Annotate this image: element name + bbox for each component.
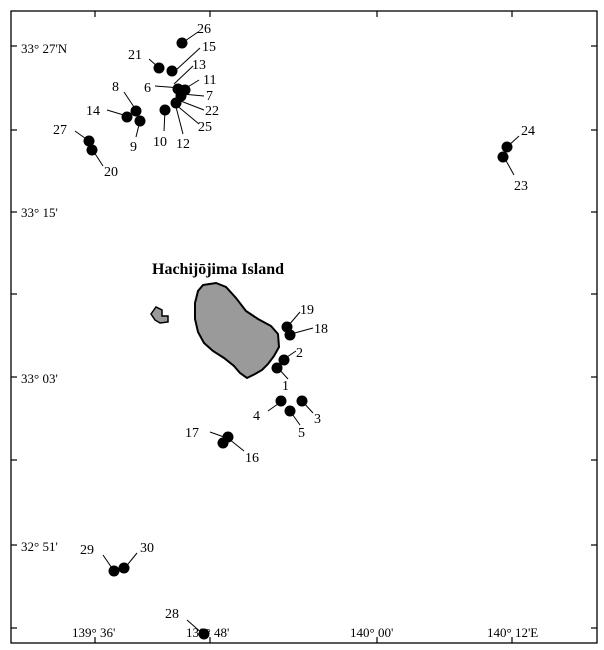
station-3-dot xyxy=(296,395,308,407)
station-label-3: 3 xyxy=(314,412,321,427)
lat-label-2: 33° 15' xyxy=(21,205,58,220)
station-1-dot xyxy=(271,362,283,374)
station-label-14: 14 xyxy=(86,104,100,119)
station-26-dot xyxy=(176,37,188,49)
station-label-30: 30 xyxy=(140,541,154,556)
station-label-8: 8 xyxy=(112,80,119,95)
station-label-28: 28 xyxy=(165,607,179,622)
station-16-dot xyxy=(217,437,229,449)
station-label-15: 15 xyxy=(202,40,216,55)
station-label-27: 27 xyxy=(53,123,67,138)
station-10-dot xyxy=(159,104,171,116)
station-label-10: 10 xyxy=(153,135,167,150)
station-15-dot xyxy=(166,65,178,77)
station-23-dot xyxy=(497,151,509,163)
station-label-22: 22 xyxy=(205,104,219,119)
station-label-18: 18 xyxy=(314,322,328,337)
stations xyxy=(83,37,513,640)
station-21-dot xyxy=(153,62,165,74)
lat-label-3: 33° 03' xyxy=(21,371,58,386)
station-label-11: 11 xyxy=(203,73,216,88)
station-label-1: 1 xyxy=(282,379,289,394)
leader-lines xyxy=(74,31,520,635)
station-label-12: 12 xyxy=(176,137,190,152)
lon-label-3: 140° 00' xyxy=(350,625,393,640)
station-29-dot xyxy=(108,565,120,577)
station-label-19: 19 xyxy=(300,303,314,318)
station-label-25: 25 xyxy=(198,120,212,135)
station-label-13: 13 xyxy=(192,58,206,73)
station-label-21: 21 xyxy=(128,48,142,63)
station-2-dot xyxy=(278,354,290,366)
station-label-24: 24 xyxy=(521,124,535,139)
station-28-dot xyxy=(198,628,210,640)
station-18-dot xyxy=(284,329,296,341)
bottom-ticks xyxy=(94,637,513,643)
top-ticks xyxy=(94,11,513,17)
station-8-dot xyxy=(130,105,142,117)
island-label: Hachijōjima Island xyxy=(152,261,284,278)
station-7-dot xyxy=(170,97,182,109)
map-frame xyxy=(10,10,598,644)
station-label-17: 17 xyxy=(185,426,199,441)
station-label-23: 23 xyxy=(514,179,528,194)
station-label-4: 4 xyxy=(253,409,260,424)
station-labels: 26 15 21 13 11 8 6 7 14 22 25 27 10 12 9… xyxy=(53,22,535,622)
right-ticks xyxy=(591,45,597,629)
lat-label-1: 33° 27'N xyxy=(21,41,68,56)
station-14-dot xyxy=(121,111,133,123)
station-label-7: 7 xyxy=(206,89,213,104)
station-5-dot xyxy=(284,405,296,417)
station-24-dot xyxy=(501,141,513,153)
station-27-dot xyxy=(83,135,95,147)
station-label-2: 2 xyxy=(296,346,303,361)
kojima-island xyxy=(150,306,169,324)
station-20-dot xyxy=(86,144,98,156)
hachijojima-island xyxy=(194,281,281,380)
left-ticks xyxy=(11,45,17,629)
station-label-9: 9 xyxy=(130,140,137,155)
station-4-dot xyxy=(275,395,287,407)
lat-label-4: 32° 51' xyxy=(21,539,58,554)
station-label-29: 29 xyxy=(80,543,94,558)
lon-label-1: 139° 36' xyxy=(72,625,115,640)
station-label-20: 20 xyxy=(104,165,118,180)
station-label-5: 5 xyxy=(298,426,305,441)
station-label-6: 6 xyxy=(144,81,151,96)
station-label-26: 26 xyxy=(197,22,211,37)
station-label-16: 16 xyxy=(245,451,259,466)
station-9-dot xyxy=(134,115,146,127)
station-30-dot xyxy=(118,562,130,574)
lon-label-4: 140° 12'E xyxy=(487,625,538,640)
